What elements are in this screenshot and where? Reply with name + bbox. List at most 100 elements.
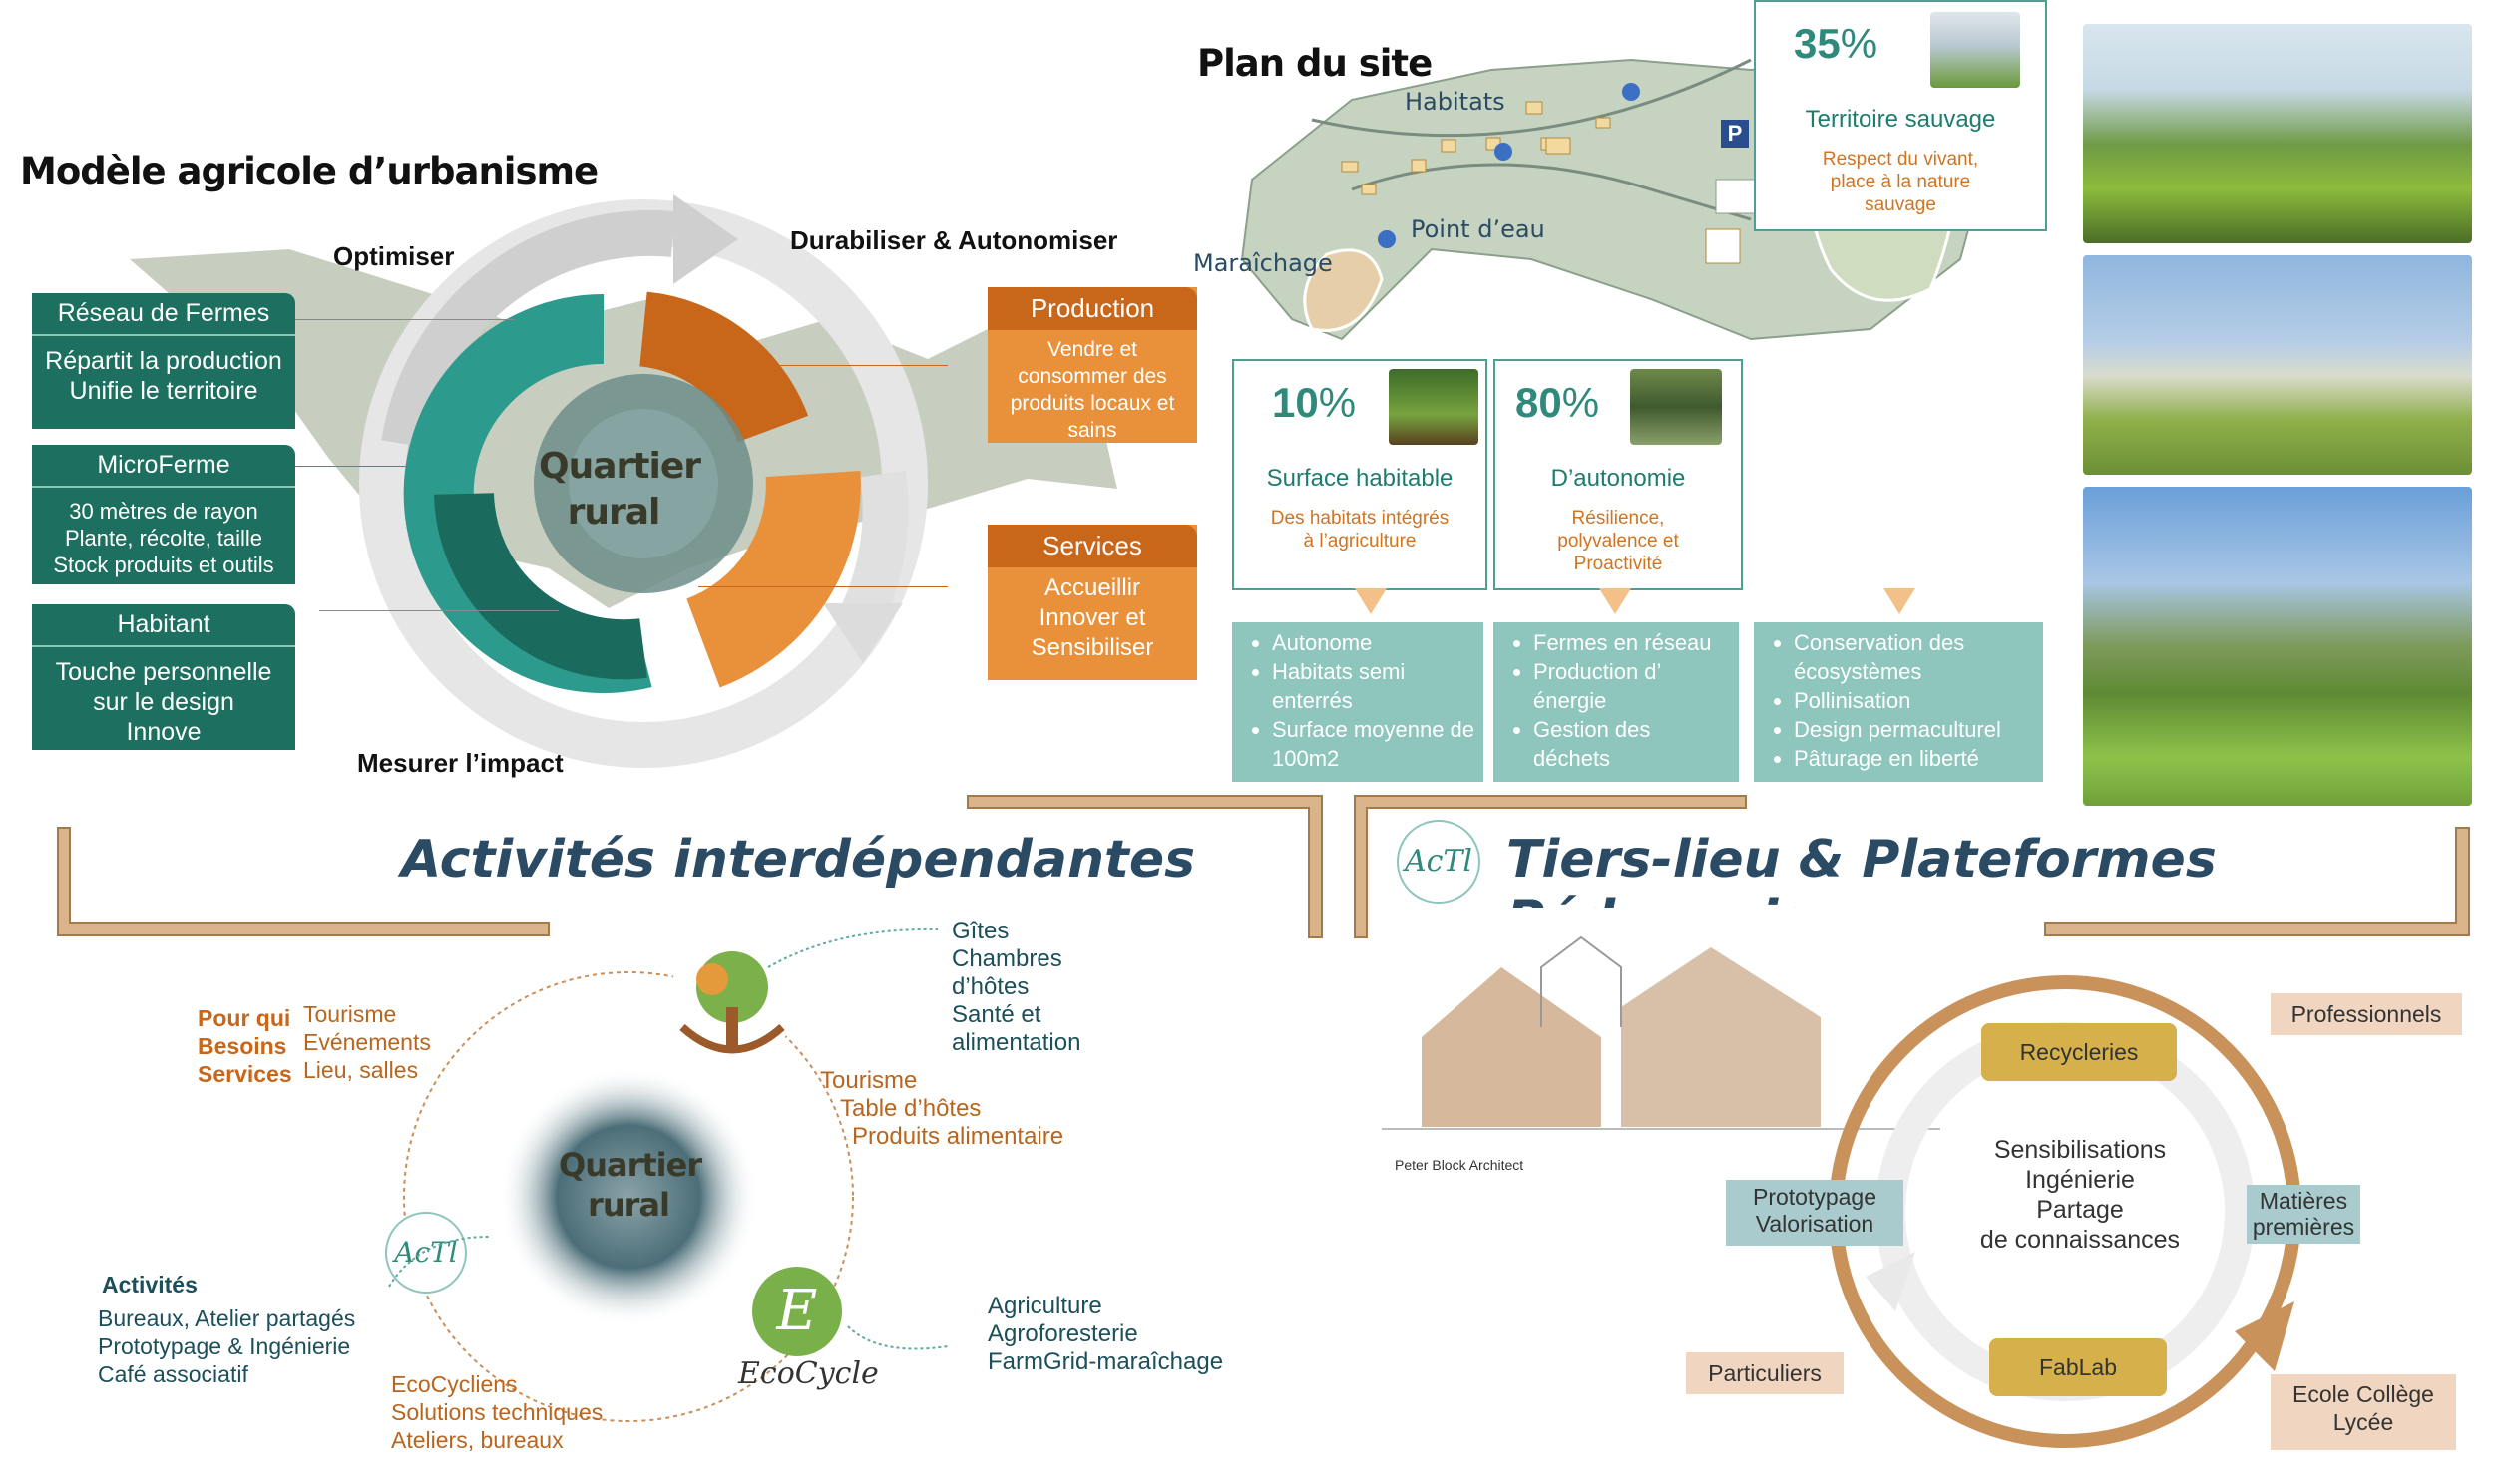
bullet-item: Pollinisation — [1794, 686, 2035, 715]
activities-graphic — [403, 971, 854, 1422]
prototypage-box: Prototypage Valorisation — [1726, 1180, 1903, 1246]
bullet-item: Fermes en réseau — [1533, 628, 1731, 657]
box-services: Services Accueillir Innover et Sensibili… — [988, 525, 1197, 680]
gites-line: alimentation — [952, 1029, 1081, 1056]
center-line: Partage — [2036, 1196, 2124, 1224]
card-autonomie-sub2: polyvalence et — [1557, 531, 1679, 552]
bullets-surface: Autonome Habitats semi enterrés Surface … — [1232, 622, 1483, 782]
box-microferme-line1: 30 mètres de rayon — [69, 499, 258, 524]
activites-title: Activités — [102, 1272, 198, 1298]
box-services-line1: Accueillir — [1043, 574, 1141, 601]
pour-qui-label: Pour qui — [198, 1005, 291, 1031]
activities-center-line1: Quartier — [559, 1146, 702, 1184]
card-territoire-sub1: Respect du vivant, — [1822, 149, 1979, 170]
connector-line — [295, 319, 515, 320]
particuliers-box: Particuliers — [1686, 1352, 1844, 1394]
ecocycliens-text: EcoCycliens Solutions techniques Atelier… — [391, 1370, 603, 1454]
besoins-label: Besoins — [198, 1033, 287, 1059]
fablab-box: FabLab — [1989, 1338, 2167, 1396]
connector-line — [726, 365, 948, 366]
bullet-item: Design permaculturel — [1794, 715, 2035, 744]
cycle-center-label: Quartier rural — [539, 444, 701, 536]
box-production-line3: produits locaux et — [1010, 392, 1175, 415]
down-arrow-icon — [1355, 588, 1387, 614]
parking-label: P — [1728, 121, 1743, 146]
prototypage-line: Prototypage — [1752, 1184, 1877, 1210]
gites-line: Gîtes — [952, 918, 1010, 944]
pour-qui-labels: Pour qui Besoins Services — [198, 1004, 292, 1088]
professionnels-box: Professionnels — [2271, 993, 2462, 1035]
card-surface-photo — [1389, 369, 1478, 445]
landscape-photo — [2083, 487, 2472, 806]
box-habitant-line2: sur le design — [93, 688, 234, 716]
cycle-graphic — [359, 194, 928, 768]
box-habitant-line1: Touche personnelle — [55, 658, 272, 686]
tourisme-line: Table d’hôtes — [840, 1095, 982, 1122]
card-autonomie: 80% D’autonomie Résilience, polyvalence … — [1493, 359, 1743, 590]
pour-qui-val: Evénements — [303, 1029, 431, 1055]
card-surface-title: Surface habitable — [1266, 465, 1454, 492]
card-territoire-title: Territoire sauvage — [1805, 106, 1996, 133]
connector-line — [295, 466, 445, 467]
label-optimiser: Optimiser — [333, 241, 455, 271]
box-production: Production Vendre et consommer des produ… — [988, 287, 1197, 443]
box-production-line2: consommer des — [1018, 365, 1167, 388]
box-production-head: Production — [988, 287, 1197, 330]
agriculture-text: Agriculture Agroforesterie FarmGrid-mara… — [988, 1293, 1223, 1376]
card-territoire: 35% Territoire sauvage Respect du vivant… — [1754, 0, 2047, 231]
matieres-line: premières — [2252, 1214, 2355, 1240]
model-title: Modèle agricole d’urbanisme — [20, 150, 599, 192]
bullet-item: Pâturage en liberté — [1794, 744, 2035, 773]
box-reseau-head: Réseau de Fermes — [32, 293, 295, 336]
activities-center-line2: rural — [588, 1186, 670, 1224]
section-title-activites: Activités interdépendantes — [401, 830, 1196, 890]
box-services-head: Services — [988, 525, 1197, 567]
box-microferme: MicroFerme 30 mètres de rayon Plante, ré… — [32, 445, 295, 584]
box-services-line3: Sensibiliser — [1031, 634, 1154, 661]
recycleries-box: Recycleries — [1981, 1023, 2177, 1081]
card-territoire-photo — [1930, 12, 2020, 88]
gites-line: Chambres — [952, 945, 1062, 972]
box-habitant: Habitant Touche personnelle sur le desig… — [32, 604, 295, 750]
card-autonomie-pct: 80 — [1515, 379, 1562, 426]
architect-caption: Peter Block Architect — [1395, 1157, 1524, 1173]
actl-small-logo: AcTl — [385, 1212, 467, 1294]
ecocycliens-line: Ateliers, bureaux — [391, 1427, 564, 1453]
activites-line: Bureaux, Atelier partagés — [98, 1305, 356, 1331]
center-line2: rural — [567, 492, 661, 533]
box-habitant-line3: Innove — [126, 718, 202, 746]
bullet-item: Conservation des écosystèmes — [1794, 628, 2035, 686]
connector-line — [698, 586, 948, 587]
bullet-item: Gestion des déchets — [1533, 715, 1731, 773]
card-territoire-pct: 35 — [1794, 20, 1841, 67]
services-label: Services — [198, 1061, 292, 1087]
ecocycle-logo: E EcoCycle — [738, 1267, 879, 1404]
activites-line: Café associatif — [98, 1361, 248, 1387]
matieres-line: Matières — [2259, 1188, 2348, 1214]
matieres-box: Matières premières — [2247, 1185, 2360, 1244]
box-microferme-line2: Plante, récolte, taille — [64, 526, 263, 551]
box-microferme-head: MicroFerme — [32, 445, 295, 488]
tiers-lieu-center-text: Sensibilisations Ingénierie Partage de c… — [1930, 1135, 2230, 1255]
center-line: Sensibilisations — [1993, 1136, 2167, 1164]
ecocycliens-line: EcoCycliens — [391, 1371, 518, 1397]
ecocycle-logo-text: EcoCycle — [738, 1356, 879, 1391]
center-line: Ingénierie — [2025, 1166, 2135, 1194]
bullet-item: Habitats semi enterrés — [1272, 657, 1475, 715]
card-autonomie-unit: % — [1561, 379, 1600, 426]
bullet-item: Surface moyenne de 100m2 — [1272, 715, 1475, 773]
section-bracket-left — [57, 795, 1323, 938]
bullet-item: Autonome — [1272, 628, 1475, 657]
map-label-maraichage: Maraîchage — [1193, 249, 1333, 277]
gites-text: Gîtes Chambres d’hôtes Santé et alimenta… — [952, 918, 1080, 1057]
card-territoire-sub2: place à la nature — [1830, 172, 1971, 192]
card-surface-pct: 10 — [1272, 379, 1319, 426]
pour-qui-val: Lieu, salles — [303, 1057, 419, 1083]
card-surface-unit: % — [1318, 379, 1357, 426]
box-habitant-head: Habitant — [32, 604, 295, 647]
activites-line: Prototypage & Ingénierie — [98, 1333, 351, 1359]
ecole-line: Ecole Collège — [2292, 1381, 2434, 1407]
box-services-line2: Innover et — [1039, 604, 1146, 631]
card-surface-sub2: à l’agriculture — [1303, 531, 1417, 552]
bullets-territoire: Conservation des écosystèmes Pollinisati… — [1754, 622, 2043, 782]
